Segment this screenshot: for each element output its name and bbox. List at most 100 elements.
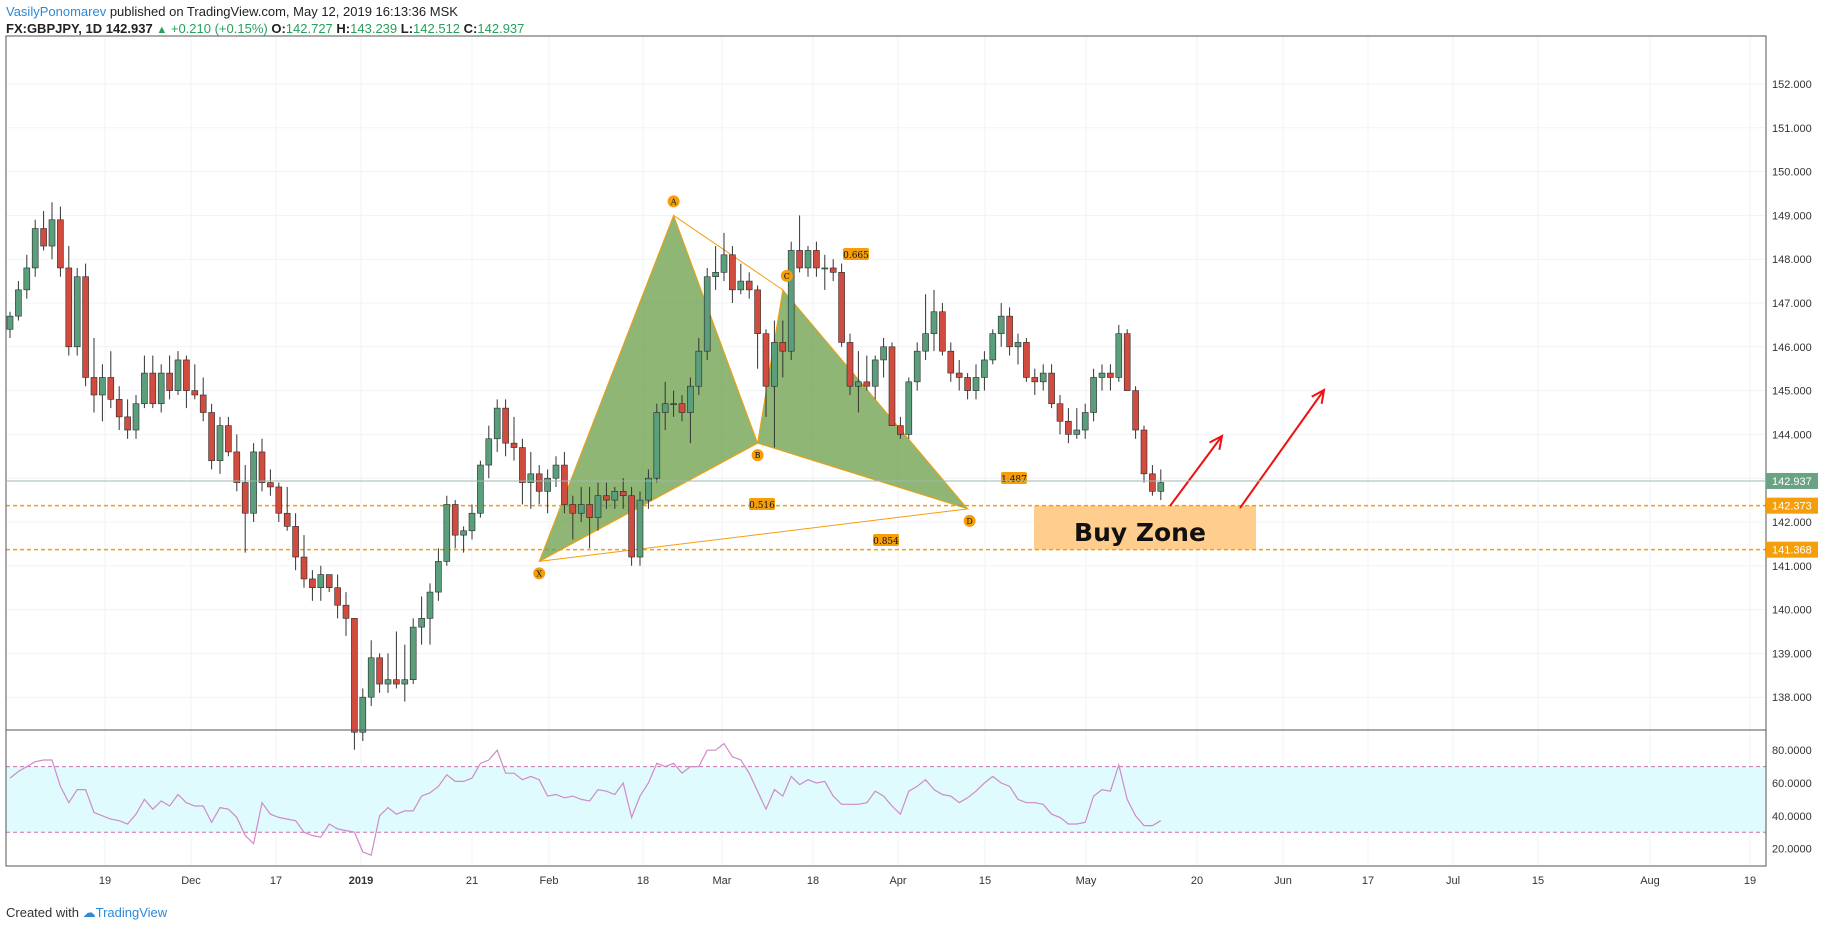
candle-body bbox=[1031, 377, 1039, 383]
y-tick-label: 147.000 bbox=[1772, 298, 1812, 310]
price-tag bbox=[1766, 472, 1818, 489]
rsi-tick-label: 60.0000 bbox=[1772, 778, 1812, 790]
candle-body bbox=[451, 504, 459, 536]
candle-body bbox=[317, 574, 325, 588]
candle-body bbox=[477, 464, 484, 514]
candle-body bbox=[586, 504, 593, 518]
candle-body bbox=[325, 574, 333, 588]
cloud-icon: ☁ bbox=[82, 905, 96, 920]
candle-body bbox=[939, 311, 946, 352]
candle-body bbox=[745, 280, 753, 291]
ratio-badge bbox=[873, 534, 899, 546]
candle-body bbox=[1149, 473, 1156, 492]
x-tick-label: 2019 bbox=[349, 875, 373, 887]
buy-zone-label: Buy Zone bbox=[1074, 518, 1206, 547]
candle-body bbox=[166, 372, 173, 391]
candle-body bbox=[1132, 390, 1139, 431]
candle-body bbox=[15, 289, 22, 317]
candle-body bbox=[527, 473, 535, 483]
candle-body bbox=[1107, 372, 1114, 378]
candle-body bbox=[947, 350, 955, 374]
open-value: 142.727 bbox=[285, 21, 333, 36]
candle-body bbox=[628, 495, 635, 558]
ratio-label: 0.516 bbox=[749, 501, 775, 511]
candle-body bbox=[813, 250, 820, 269]
candle-body bbox=[989, 333, 997, 361]
candle-body bbox=[1006, 315, 1013, 348]
candle-body bbox=[359, 696, 367, 733]
candle-body bbox=[1048, 372, 1055, 405]
candle-body bbox=[1056, 403, 1064, 422]
y-tick-label: 144.000 bbox=[1772, 429, 1812, 441]
candle-body bbox=[443, 504, 451, 562]
ratio-label: 0.665 bbox=[843, 251, 869, 261]
x-tick-label: 15 bbox=[1532, 875, 1544, 887]
candle-body bbox=[132, 403, 140, 431]
candle-body bbox=[40, 228, 47, 247]
candle-body bbox=[300, 556, 308, 580]
candle-body bbox=[619, 491, 627, 497]
low-value: 142.512 bbox=[413, 21, 461, 36]
buy-zone bbox=[1034, 505, 1256, 550]
pattern-point-label: B bbox=[755, 451, 761, 460]
candle-body bbox=[569, 504, 577, 514]
candle-body bbox=[670, 403, 677, 406]
candle-body bbox=[561, 464, 568, 505]
author-link[interactable]: VasilyPonomarev bbox=[6, 4, 107, 19]
created-with-text: Created with bbox=[6, 905, 79, 920]
candle-body bbox=[250, 451, 257, 514]
axis-labels: 138.000139.000140.000141.000142.000143.0… bbox=[99, 79, 1818, 887]
candle-body bbox=[981, 359, 988, 378]
high-value: 143.239 bbox=[350, 21, 398, 36]
candle-body bbox=[99, 377, 106, 396]
candle-body bbox=[661, 403, 669, 413]
y-tick-label: 141.000 bbox=[1772, 561, 1812, 573]
candle-body bbox=[855, 381, 862, 387]
candle-body bbox=[208, 412, 215, 461]
candle-body bbox=[149, 372, 157, 405]
symbol-info: FX:GBPJPY, 1D 142.937 ▲ +0.210 (+0.15%) … bbox=[6, 21, 524, 36]
harmonic-pattern bbox=[538, 213, 970, 563]
candle-body bbox=[796, 250, 803, 269]
x-tick-label: 17 bbox=[1362, 875, 1374, 887]
candle-body bbox=[964, 377, 971, 391]
candle-body bbox=[418, 618, 425, 628]
candle-body bbox=[712, 272, 719, 278]
ratio-label: 0.854 bbox=[873, 537, 899, 547]
line-xd bbox=[539, 508, 968, 562]
candle-body bbox=[804, 250, 812, 269]
published-text: published on TradingView.com, May 12, 20… bbox=[109, 4, 458, 19]
rsi-tick-label: 40.0000 bbox=[1772, 811, 1812, 823]
candle-body bbox=[687, 385, 694, 413]
pattern-point-label: A bbox=[670, 197, 677, 206]
x-tick-label: Jul bbox=[1446, 875, 1460, 887]
candle-body bbox=[1140, 429, 1148, 475]
x-tick-label: 20 bbox=[1191, 875, 1203, 887]
arrow-long bbox=[1239, 389, 1325, 509]
candle-body bbox=[636, 499, 644, 558]
candle-body bbox=[871, 359, 879, 387]
candle-body bbox=[603, 495, 610, 501]
candle-body bbox=[972, 377, 980, 391]
axes bbox=[5, 35, 1767, 867]
arrow-short bbox=[1169, 435, 1223, 507]
last-price: 142.937 bbox=[105, 21, 153, 36]
x-tick-label: 19 bbox=[99, 875, 111, 887]
candle-body bbox=[73, 276, 81, 348]
candle-body bbox=[376, 657, 383, 685]
tradingview-logo[interactable]: ☁TradingView bbox=[83, 905, 168, 920]
candle-body bbox=[124, 416, 131, 431]
price-tag-label: 141.368 bbox=[1772, 545, 1812, 557]
x-tick-label: Mar bbox=[713, 875, 732, 887]
candle-body bbox=[435, 561, 442, 593]
candle-body bbox=[174, 359, 182, 391]
candle-body bbox=[729, 254, 736, 291]
open-label: O: bbox=[271, 21, 286, 36]
y-tick-label: 146.000 bbox=[1772, 342, 1812, 354]
ratio-badge bbox=[843, 248, 869, 260]
candle-body bbox=[737, 280, 745, 291]
ratio-label: 1.487 bbox=[1001, 475, 1027, 485]
x-tick-label: Aug bbox=[1640, 875, 1660, 887]
candle-body bbox=[48, 219, 56, 247]
